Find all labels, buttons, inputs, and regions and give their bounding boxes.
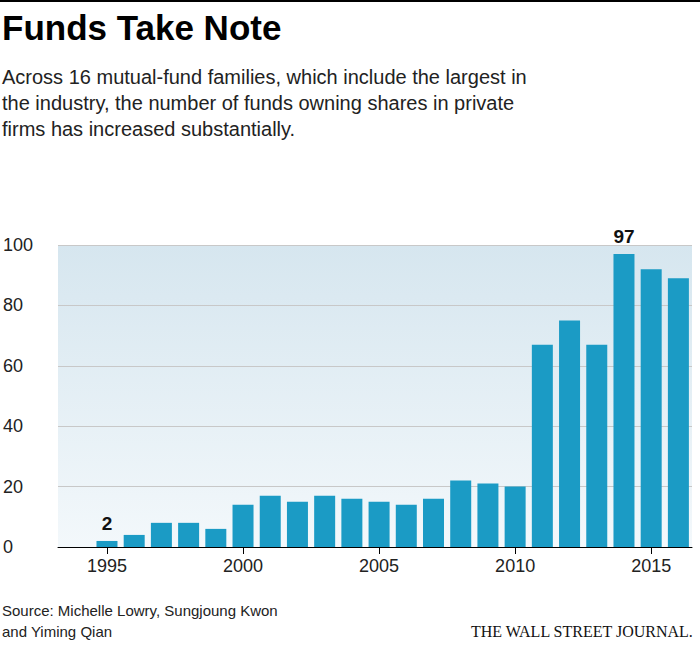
svg-text:the industry, the number of fu: the industry, the number of funds owning… [2,92,520,114]
svg-text:97: 97 [613,226,634,247]
svg-text:2015: 2015 [631,556,671,576]
svg-text:1995: 1995 [87,556,127,576]
svg-text:2010: 2010 [495,556,535,576]
svg-text:THE WALL STREET JOURNAL.: THE WALL STREET JOURNAL. [471,623,693,640]
svg-text:2000: 2000 [223,556,263,576]
svg-text:20: 20 [3,477,23,497]
svg-text:60: 60 [3,356,23,376]
svg-text:2: 2 [102,513,113,534]
svg-text:40: 40 [3,416,23,436]
svg-text:firms has increased substantia: firms has increased substantially. [2,118,295,140]
svg-text:Source: Michelle Lowry, Sungjo: Source: Michelle Lowry, Sungjoung Kwon [2,602,282,619]
svg-text:80: 80 [3,295,23,315]
svg-text:Across 16 mutual-fund families: Across 16 mutual-fund families, which in… [2,66,532,88]
svg-text:100: 100 [3,235,33,255]
svg-text:2005: 2005 [359,556,399,576]
svg-text:Funds Take Note: Funds Take Note [2,8,281,47]
svg-text:and Yiming Qian: and Yiming Qian [2,623,112,640]
svg-text:0: 0 [3,537,13,557]
